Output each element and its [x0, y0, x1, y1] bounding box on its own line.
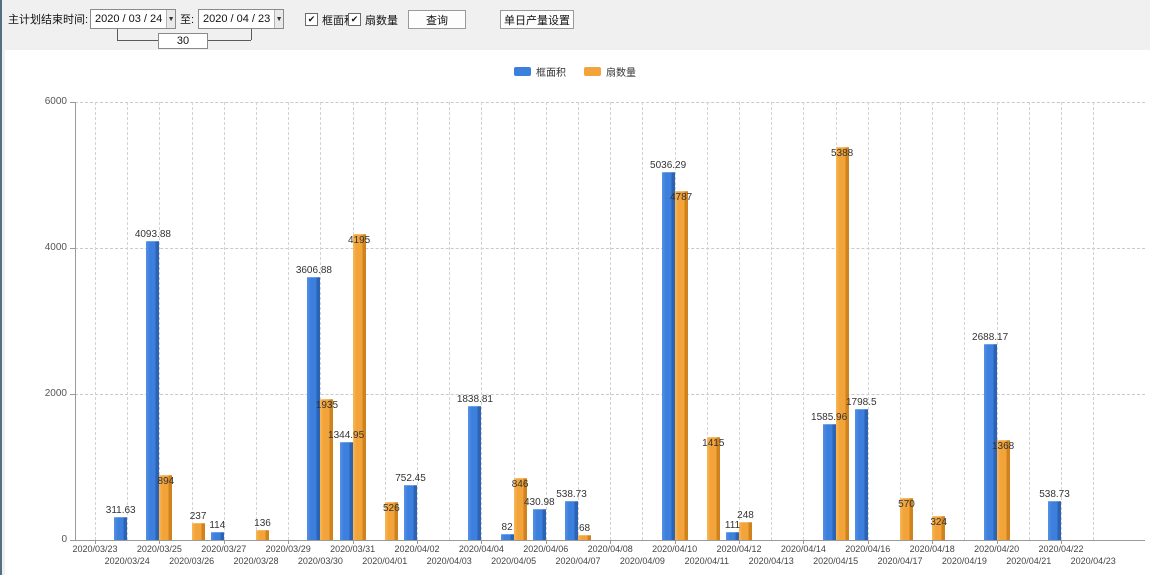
legend-item-frame-area[interactable]: 框面积: [514, 64, 566, 79]
connector-line: [117, 29, 118, 40]
interval-days-input[interactable]: 30: [158, 33, 208, 49]
legend-label: 框面积: [536, 68, 566, 79]
legend-swatch: [514, 67, 531, 76]
window-edge-strip: [0, 0, 2, 575]
legend-item-fan-count[interactable]: 扇数量: [584, 64, 636, 79]
checkbox-checked-icon[interactable]: ✔: [348, 13, 361, 26]
legend-label: 扇数量: [606, 68, 636, 79]
query-button[interactable]: 查询: [408, 10, 466, 29]
fan-count-checkbox[interactable]: ✔ 扇数量: [348, 13, 398, 27]
app-toolbar: 主计划结束时间: 2020 / 03 / 24 ▼ 至: 2020 / 04 /…: [0, 0, 1150, 50]
chart-legend: 框面积 扇数量: [514, 64, 636, 79]
date-to-value: 2020 / 04 / 23: [203, 13, 271, 25]
frame-area-checkbox-label: 框面积: [322, 14, 355, 27]
daily-output-settings-button[interactable]: 单日产量设置: [500, 10, 574, 29]
date-from-picker[interactable]: 2020 / 03 / 24 ▼: [90, 9, 176, 29]
checkbox-checked-icon[interactable]: ✔: [305, 13, 318, 26]
end-time-label: 主计划结束时间:: [8, 14, 89, 26]
frame-area-checkbox[interactable]: ✔ 框面积: [305, 13, 355, 27]
chart-canvas: [5, 50, 1150, 575]
legend-swatch: [584, 67, 601, 76]
fan-count-checkbox-label: 扇数量: [365, 14, 398, 27]
date-to-picker[interactable]: 2020 / 04 / 23 ▼: [198, 9, 284, 29]
chevron-down-icon[interactable]: ▼: [166, 10, 175, 28]
connector-line: [117, 40, 158, 41]
connector-line: [206, 40, 251, 41]
to-label: 至:: [180, 14, 195, 26]
chevron-down-icon[interactable]: ▼: [274, 10, 283, 28]
date-from-value: 2020 / 03 / 24: [95, 13, 163, 25]
connector-line: [251, 29, 252, 40]
